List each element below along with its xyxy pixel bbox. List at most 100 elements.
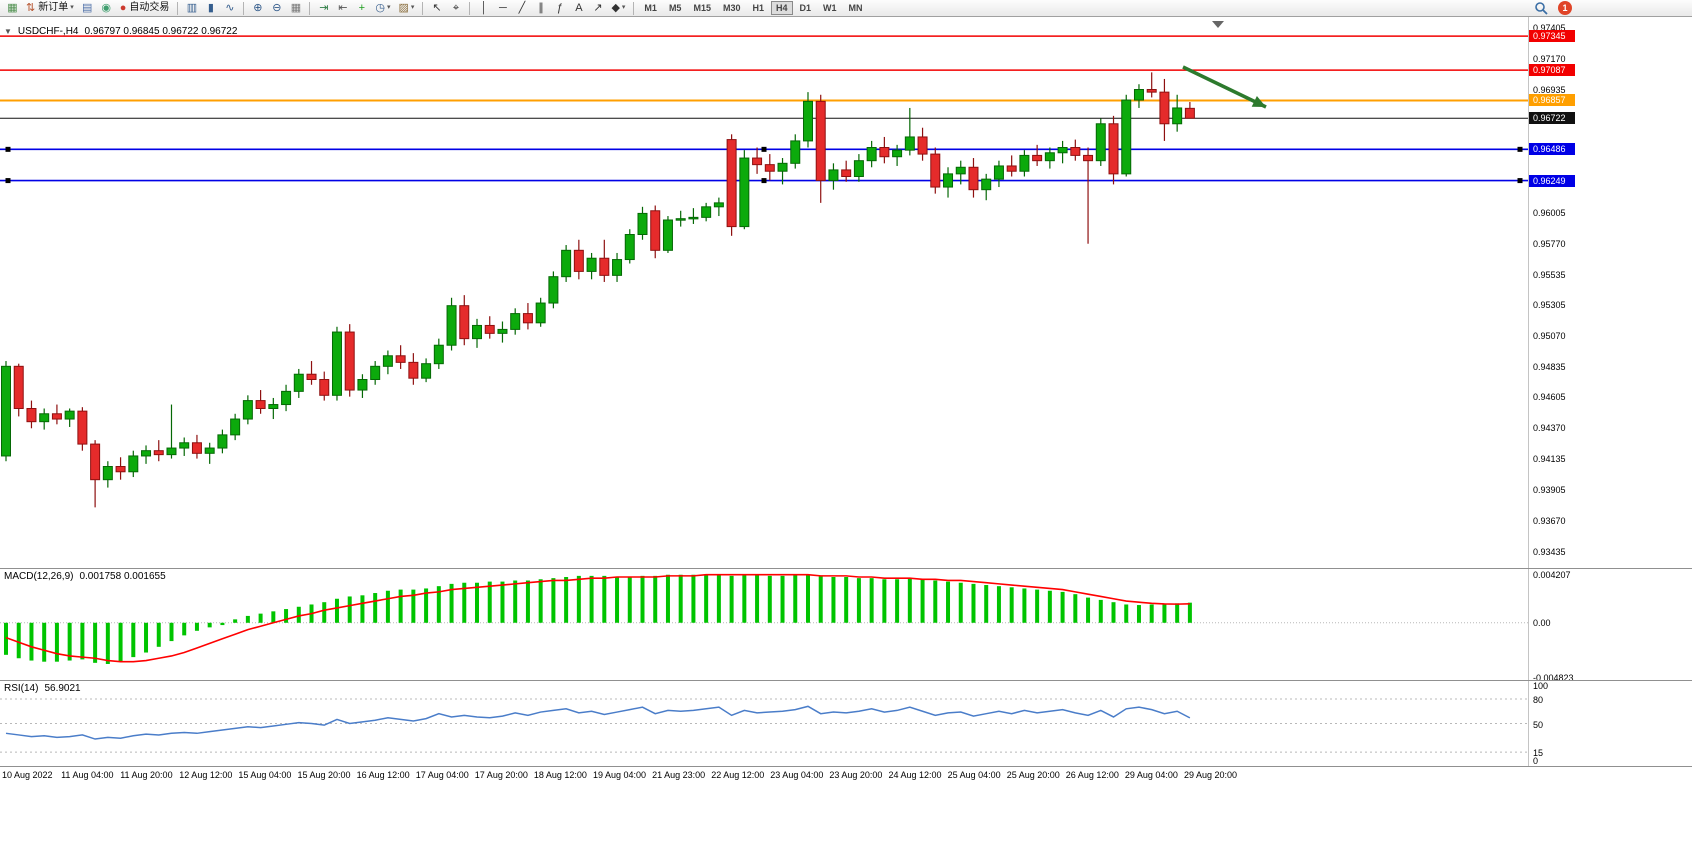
macd-axis[interactable]: 0.004207 0.00 -0.004823 [1528,569,1692,683]
timeframe-button-m5[interactable]: M5 [668,3,682,13]
price-tick: 0.97170 [1533,54,1566,65]
rsi-tick: 0 [1533,756,1539,766]
line-chart-icon[interactable]: ∿ [225,2,235,14]
price-tick: 0.95070 [1533,331,1566,341]
timeframe-button-h1[interactable]: H1 [752,3,764,13]
time-label: 25 Aug 20:00 [1006,770,1060,780]
price-tick: 0.94835 [1533,361,1566,372]
price-tick: 0.95305 [1533,300,1566,311]
macd-tick: 0.004207 [1533,569,1571,580]
tile-windows-icon[interactable]: ▦ [290,2,302,14]
vertical-line-icon[interactable]: │ [480,2,488,14]
new-chart-icon[interactable]: ▦ [7,2,18,14]
time-label: 24 Aug 12:00 [888,770,942,780]
new-order-button[interactable]: ⇅ 新订单 ▾ [26,2,74,14]
time-label: 12 Aug 12:00 [179,770,233,780]
price-badge: 0.97087 [1529,64,1575,77]
time-label: 29 Aug 04:00 [1124,770,1178,780]
autotrading-button[interactable]: ● 自动交易 [119,2,170,14]
search-icon[interactable] [1534,1,1548,15]
macd-chart[interactable] [0,569,1528,680]
rsi-axis[interactable]: 100 80 50 15 0 [1528,681,1692,766]
main-chart[interactable] [0,17,1528,568]
notifications-badge[interactable]: 1 [1558,1,1572,15]
time-label: 18 Aug 12:00 [533,770,587,780]
timeframe-button-w1[interactable]: W1 [823,3,837,13]
line-handle [5,146,11,152]
shapes-icon[interactable]: ◆ ▾ [611,2,626,14]
bar-chart-icon[interactable]: ▥ [186,2,198,14]
price-badge: 0.96722 [1529,112,1575,125]
timeframe-button-mn[interactable]: MN [848,3,863,13]
toolbar-separator [633,1,635,15]
chart-collapse-icon[interactable]: ▼ [4,27,12,36]
text-label-icon[interactable]: A [575,2,583,14]
candlestick-chart-icon[interactable]: ▮ [207,2,214,14]
price-tick: 0.97405 [1533,23,1566,34]
cursor-icon[interactable]: ↖ [432,2,442,14]
time-label: 15 Aug 04:00 [238,770,292,780]
line-handle [1517,178,1523,184]
macd-signal-line [5,573,1190,663]
time-label: 11 Aug 20:00 [120,770,173,780]
timeframe-button-m15[interactable]: M15 [693,3,711,13]
toolbar-separator [309,1,311,15]
line-handle [761,178,767,184]
main-chart-panel: ▼ USDCHF-,H4 0.96797 0.96845 0.96722 0.9… [0,17,1692,568]
line-handle [761,146,767,152]
timeframe-button-m30[interactable]: M30 [722,3,741,13]
chart-shift-icon[interactable]: ⇤ [338,2,348,14]
zoom-in-icon[interactable]: ⊕ [253,2,263,14]
data-window-icon[interactable]: ◉ [101,2,112,14]
timeframe-button-m1[interactable]: M1 [644,3,657,13]
profiles-icon[interactable]: ▤ [82,2,93,14]
rsi-chart[interactable] [0,681,1528,766]
rsi-tick: 100 [1533,681,1549,691]
trendline-icon[interactable]: ╱ [518,2,526,14]
time-axis[interactable]: 10 Aug 2022 11 Aug 04:00 11 Aug 20:00 12 Au… [0,766,1692,783]
time-label: 15 Aug 20:00 [297,770,351,780]
trend-arrow[interactable] [1182,65,1267,109]
price-tick: 0.93435 [1533,546,1566,557]
price-badge: 0.97345 [1529,30,1575,43]
toolbar-separator [177,1,179,15]
price-tick: 0.94370 [1533,423,1566,434]
chart-shift-marker[interactable] [1212,21,1224,28]
timeframe-button-h4[interactable]: H4 [771,1,793,15]
zoom-out-icon[interactable]: ⊖ [272,2,282,14]
time-label: 17 Aug 20:00 [474,770,528,780]
level-lines[interactable] [0,35,1528,184]
time-label: 26 Aug 12:00 [1065,770,1119,780]
macd-tick: 0.00 [1533,617,1551,628]
price-axis[interactable]: 0.974050.971700.969350.967000.964700.962… [1528,17,1692,568]
price-tick: 0.96935 [1533,85,1566,96]
time-label: 22 Aug 12:00 [711,770,765,780]
time-label: 23 Aug 20:00 [829,770,883,780]
time-label: 16 Aug 12:00 [356,770,410,780]
periods-icon[interactable]: ◷ ▾ [375,2,391,14]
time-label: 10 Aug 2022 [2,770,53,780]
price-tick: 0.94605 [1533,392,1566,403]
price-tick: 0.93670 [1533,515,1566,526]
candlestick-series [1,72,1195,508]
macd-panel: MACD(12,26,9) 0.001758 0.001655 0.004207… [0,568,1692,683]
horizontal-line-icon[interactable]: ─ [499,2,507,14]
channel-icon[interactable]: ∥ [538,2,544,14]
price-tick: 0.94135 [1533,454,1566,465]
fibonacci-icon[interactable]: ƒ [556,2,563,14]
time-label: 19 Aug 04:00 [593,770,647,780]
time-label: 29 Aug 20:00 [1184,770,1238,780]
macd-tick: -0.004823 [1533,672,1574,683]
toolbar-separator [243,1,245,15]
rsi-tick: 80 [1533,694,1544,705]
auto-scroll-icon[interactable]: ⇥ [319,2,329,14]
crosshair-icon[interactable]: ⌖ [452,2,460,14]
templates-icon[interactable]: ▨ ▾ [398,2,415,14]
line-handle [1517,146,1523,152]
timeframe-button-d1[interactable]: D1 [799,3,812,13]
indicators-icon[interactable]: + [358,2,366,14]
time-label: 21 Aug 23:00 [652,770,706,780]
arrows-tool-icon[interactable]: ↗ [593,2,603,14]
toolbar-separator [422,1,424,15]
time-label: 11 Aug 04:00 [61,770,114,780]
